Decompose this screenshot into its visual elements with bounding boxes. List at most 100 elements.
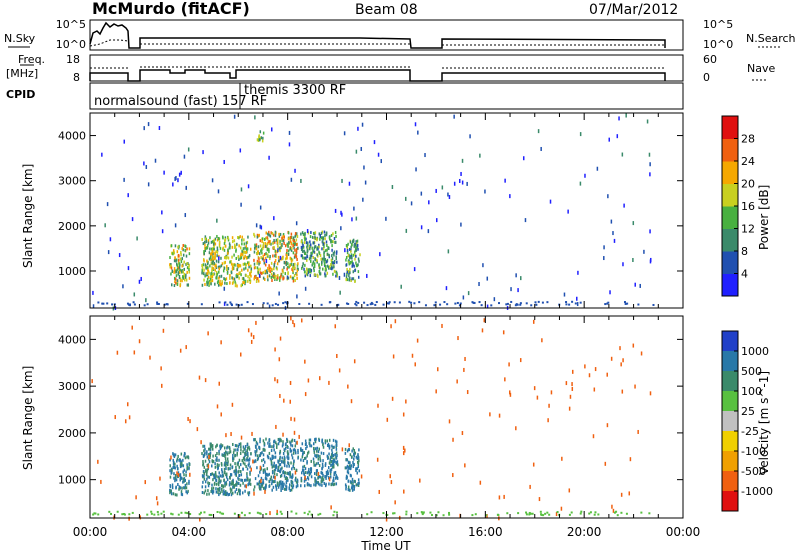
scatter-cell	[279, 249, 281, 253]
scatter-cell	[364, 180, 367, 185]
scatter-cell	[337, 303, 340, 306]
scatter-cell	[624, 302, 627, 305]
scatter-cell	[231, 465, 234, 469]
scatter-cell	[218, 458, 220, 462]
scatter-cell	[131, 217, 134, 222]
scatter-cell	[246, 446, 249, 450]
scatter-cell	[253, 491, 255, 496]
scatter-cell	[506, 302, 509, 305]
scatter-cell	[315, 480, 318, 484]
scatter-cell	[607, 194, 609, 199]
scatter-cell	[243, 242, 246, 246]
scatter-cell	[352, 484, 355, 488]
scatter-cell	[565, 381, 568, 386]
noise-right-tick-top: 10^5	[703, 18, 733, 31]
scatter-cell	[268, 267, 271, 271]
scatter-cell	[217, 481, 220, 485]
scatter-cell	[185, 185, 187, 190]
scatter-cell	[616, 134, 619, 139]
scatter-cell	[366, 273, 368, 278]
scatter-cell	[447, 192, 449, 197]
scatter-cell	[214, 242, 217, 246]
scatter-cell	[170, 492, 173, 496]
scatter-cell	[114, 415, 116, 420]
scatter-cell	[389, 474, 391, 479]
scatter-cell	[332, 514, 335, 517]
scatter-cell	[231, 480, 233, 484]
scatter-cell	[176, 493, 178, 497]
scatter-cell	[201, 263, 203, 267]
scatter-cell	[211, 487, 213, 491]
scatter-cell	[292, 266, 294, 270]
scatter-cell	[235, 473, 237, 477]
scatter-cell	[312, 457, 315, 461]
scatter-cell	[268, 304, 271, 309]
scatter-cell	[282, 302, 285, 305]
scatter-cell	[332, 240, 334, 244]
scatter-cell	[180, 492, 183, 496]
scatter-cell	[250, 269, 253, 273]
scatter-cell	[504, 377, 506, 382]
scatter-cell	[279, 474, 282, 478]
x-tick-label: 12:00	[369, 525, 404, 539]
scatter-cell	[265, 437, 267, 441]
scatter-cell	[323, 259, 325, 263]
scatter-cell	[288, 241, 290, 245]
scatter-cell	[649, 391, 652, 396]
scatter-cell	[247, 279, 249, 283]
scatter-cell	[306, 255, 309, 259]
scatter-cell	[303, 256, 306, 260]
scatter-cell	[224, 238, 227, 242]
scatter-cell	[452, 437, 454, 442]
scatter-cell	[92, 290, 94, 295]
scatter-cell	[335, 240, 337, 244]
scatter-cell	[351, 243, 353, 247]
scatter-cell	[179, 465, 182, 469]
scatter-cell	[332, 476, 335, 480]
scatter-cell	[181, 486, 183, 490]
scatter-cell	[291, 474, 294, 478]
scatter-cell	[176, 281, 179, 285]
scatter-cell	[183, 473, 185, 477]
scatter-cell	[250, 274, 252, 278]
scatter-cell	[176, 267, 179, 271]
scatter-cell	[349, 488, 351, 492]
scatter-cell	[231, 491, 234, 495]
scatter-cell	[206, 468, 209, 472]
scatter-cell	[279, 463, 282, 467]
scatter-cell	[175, 270, 177, 274]
scatter-cell	[188, 266, 190, 270]
scatter-cell	[517, 512, 520, 515]
scatter-cell	[205, 246, 207, 250]
scatter-cell	[223, 261, 226, 265]
scatter-cell	[241, 283, 244, 287]
scatter-cell	[176, 262, 178, 266]
scatter-cell	[256, 482, 259, 486]
scatter-cell	[201, 491, 204, 495]
scatter-cell	[211, 178, 214, 183]
scatter-cell	[246, 301, 249, 304]
scatter-cell	[246, 449, 248, 453]
scatter-cell	[226, 282, 228, 286]
scatter-cell	[348, 271, 350, 275]
scatter-cell	[189, 472, 191, 477]
scatter-cell	[594, 511, 597, 514]
scatter-cell	[355, 467, 357, 471]
scatter-cell	[316, 449, 318, 453]
scatter-cell	[243, 256, 245, 260]
scatter-cell	[217, 467, 219, 471]
scatter-cell	[228, 242, 231, 246]
scatter-cell	[174, 256, 176, 260]
scatter-cell	[186, 262, 188, 266]
scatter-cell	[210, 252, 213, 256]
scatter-cell	[179, 257, 182, 261]
scatter-cell	[224, 281, 226, 285]
scatter-cell	[185, 486, 188, 490]
scatter-cell	[479, 480, 482, 485]
scatter-cell	[331, 240, 333, 244]
scatter-cell	[181, 269, 183, 273]
scatter-cell	[230, 262, 233, 266]
scatter-cell	[224, 457, 227, 461]
scatter-cell	[348, 262, 351, 266]
scatter-cell	[374, 303, 377, 306]
